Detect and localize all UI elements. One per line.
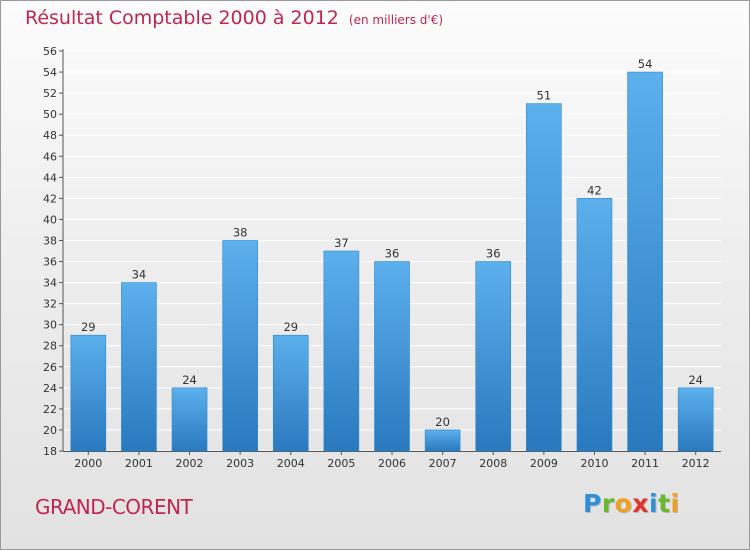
y-tick-label: 34 (43, 277, 57, 290)
x-tick-label: 2003 (226, 457, 254, 470)
y-tick-label: 42 (43, 192, 57, 205)
bar-value-label: 38 (233, 225, 248, 239)
commune-name: GRAND-CORENT (35, 495, 193, 519)
bar-value-label: 51 (537, 89, 552, 103)
x-tick-label: 2010 (580, 457, 608, 470)
bar (272, 334, 309, 452)
x-tick-label: 2004 (277, 457, 305, 470)
bars (70, 71, 714, 452)
y-tick-label: 32 (43, 298, 57, 311)
bar (323, 250, 360, 452)
bar (70, 334, 107, 452)
y-tick-label: 50 (43, 108, 57, 121)
x-tick-label: 2002 (176, 457, 204, 470)
y-tick-label: 40 (43, 213, 57, 226)
logo-letter: P (583, 489, 602, 518)
bar-value-label: 29 (283, 320, 298, 334)
y-tick-label: 38 (43, 234, 57, 247)
bar (576, 198, 613, 452)
bar (171, 387, 208, 452)
chart-title: Résultat Comptable 2000 à 2012 (en millie… (25, 7, 443, 29)
logo-letter: i (670, 489, 680, 518)
x-tick-label: 2011 (631, 457, 659, 470)
y-tick-label: 48 (43, 129, 57, 142)
bar-value-label: 37 (334, 236, 349, 250)
x-tick-label: 2007 (429, 457, 457, 470)
bar (475, 261, 512, 452)
y-tick-label: 54 (43, 66, 57, 79)
x-tick-label: 2009 (530, 457, 558, 470)
chart-subtitle: (en milliers d'€) (348, 13, 444, 27)
bar-value-label: 24 (688, 373, 703, 387)
bar-value-label: 54 (638, 57, 653, 71)
bar-value-label: 36 (486, 247, 501, 261)
logo-letter: r (601, 489, 615, 518)
y-tick-label: 26 (43, 361, 57, 374)
bar-value-label: 36 (385, 247, 400, 261)
y-tick-label: 20 (43, 424, 57, 437)
chart-title-text: Résultat Comptable 2000 à 2012 (25, 7, 339, 29)
y-tick-label: 30 (43, 319, 57, 332)
y-tick-label: 18 (43, 445, 57, 458)
y-tick-label: 28 (43, 340, 57, 353)
logo-letter: o (614, 489, 633, 518)
bar-value-label: 42 (587, 183, 602, 197)
bar (222, 240, 258, 452)
logo-letter: t (658, 489, 671, 518)
y-tick-label: 22 (43, 403, 57, 416)
y-tick-label: 52 (43, 87, 57, 100)
proxiti-logo: Proxiti (583, 489, 680, 518)
y-tick-label: 36 (43, 256, 57, 269)
axes (59, 49, 721, 455)
bar-value-label: 34 (132, 268, 147, 282)
y-tick-label: 56 (43, 45, 57, 58)
bar-value-label: 24 (182, 373, 197, 387)
bar (526, 103, 562, 452)
x-tick-label: 2001 (125, 457, 153, 470)
x-tick-label: 2005 (327, 457, 355, 470)
x-tick-label: 2006 (378, 457, 406, 470)
bar (627, 71, 663, 452)
logo-letter: i (649, 489, 659, 518)
x-tick-label: 2012 (682, 457, 710, 470)
bar-value-label: 29 (81, 320, 96, 334)
tick-labels: 18 20 22 24 26 28 30 32 34 36 38 40 42 44 46 48 50 52 54 56… (43, 45, 710, 470)
bar (374, 261, 410, 452)
bar (677, 387, 714, 452)
y-tick-label: 44 (43, 171, 57, 184)
bar (121, 282, 157, 452)
bar (424, 429, 461, 452)
x-tick-label: 2008 (479, 457, 507, 470)
bar-value-label: 20 (435, 415, 450, 429)
y-tick-label: 46 (43, 150, 57, 163)
x-tick-label: 2000 (74, 457, 102, 470)
logo-letter: x (632, 489, 649, 518)
y-tick-label: 24 (43, 382, 57, 395)
